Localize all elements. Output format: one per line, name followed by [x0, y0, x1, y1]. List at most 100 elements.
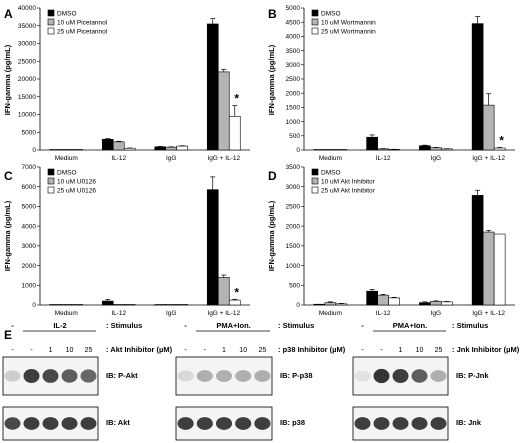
- y-tick-label: 3500: [286, 48, 301, 55]
- band-top: [42, 369, 59, 383]
- y-tick-label: 5000: [22, 129, 37, 136]
- band-top: [254, 370, 271, 382]
- x-tick-label: IgG + IL-12: [472, 155, 505, 162]
- legend-label: 25 uM Akt Inhibitor: [321, 188, 376, 195]
- legend-label: DMSO: [321, 11, 341, 18]
- y-tick-label: 35000: [18, 23, 36, 30]
- x-tick-label: Medium: [319, 310, 342, 317]
- lane-label: 10: [416, 347, 424, 354]
- lane-label: 10: [239, 347, 247, 354]
- y-tick-label: 500: [289, 282, 300, 289]
- band-top: [80, 369, 97, 383]
- inhibitor-label: : Jnk Inhibitor (µM): [452, 345, 520, 354]
- band-bottom: [235, 417, 252, 430]
- lane-label: 25: [435, 347, 443, 354]
- legend-label: 10 uM Akt Inhibitor: [321, 179, 376, 186]
- lane-label: 1: [399, 347, 403, 354]
- bar-d-s1-c2: [430, 301, 442, 306]
- bar-a-s2-c3: [228, 115, 241, 151]
- bar-d-s0-c0: [313, 303, 326, 306]
- bar-c-s0-c3: [206, 189, 219, 306]
- x-tick-label: IgG + IL-12: [472, 310, 505, 317]
- stimulus-neg: -: [11, 321, 14, 330]
- x-tick-label: Medium: [55, 155, 78, 162]
- y-tick-label: 1500: [286, 243, 301, 250]
- bar-d-s1-c0: [324, 302, 337, 306]
- band-top: [61, 369, 78, 383]
- panel-letter: E: [4, 328, 12, 342]
- bar-a-s1-c3: [217, 71, 230, 151]
- bar-c-s1-c3: [217, 277, 230, 306]
- legend-swatch: [311, 18, 319, 26]
- lane-label: 10: [66, 347, 74, 354]
- y-tick-label: 2000: [22, 263, 37, 270]
- bar-d-s1-c1: [377, 294, 389, 306]
- y-tick-label: 2000: [286, 223, 301, 230]
- y-tick-label: 2500: [286, 76, 301, 83]
- chart-panel-d: D IFN-gamma (pg/mL) 0 500 1000 1500 2000 2500 30…: [267, 164, 515, 317]
- significance-marker: *: [499, 133, 504, 147]
- legend-label: 10 uM U0126: [57, 179, 96, 186]
- band-top: [215, 370, 233, 382]
- band-top: [235, 370, 252, 382]
- legend-swatch: [47, 186, 55, 194]
- band-bottom: [4, 417, 21, 430]
- blot-label-bottom: IB: Akt: [106, 418, 130, 427]
- blot-label-bottom: IB: p38: [280, 418, 305, 427]
- band-bottom: [215, 417, 233, 430]
- band-top: [373, 368, 390, 384]
- lane-label: -: [361, 347, 364, 354]
- y-tick-label: 0: [296, 302, 300, 309]
- chart-panel-b: B IFN-gamma (pg/mL) 0 500 1000 1500 2000 2500 30…: [267, 5, 515, 162]
- legend-swatch: [47, 9, 55, 17]
- legend-swatch: [47, 18, 55, 26]
- band-top: [196, 370, 213, 382]
- band-bottom: [430, 417, 447, 430]
- bar-c-s1-c0: [60, 304, 73, 306]
- x-tick-label: IgG: [431, 155, 441, 162]
- x-tick-label: IgG + IL-12: [207, 155, 240, 162]
- legend-swatch: [311, 9, 319, 17]
- bar-a-s0-c0: [49, 149, 62, 151]
- lane-label: 1: [222, 347, 226, 354]
- legend-swatch: [47, 168, 55, 176]
- band-bottom: [177, 417, 194, 430]
- band-bottom: [373, 417, 390, 430]
- y-axis-label: IFN-gamma (pg/mL): [267, 44, 276, 115]
- blot-label-top: IB: P-Akt: [106, 371, 138, 380]
- bar-c-s2-c2: [176, 304, 189, 306]
- stimulus-pos: PMA+Ion.: [393, 321, 427, 330]
- bar-c-s2-c0: [71, 304, 84, 306]
- y-tick-label: 10000: [18, 112, 36, 119]
- legend-label: 10 uM Wortmannin: [321, 20, 376, 27]
- blot-group-3: - PMA+Ion.: Stimulus - - 1 10 25: Jnk Inhibito…: [352, 321, 520, 441]
- x-tick-label: Medium: [319, 155, 342, 162]
- band-bottom: [411, 417, 428, 430]
- x-tick-label: IL-12: [111, 155, 126, 162]
- legend-swatch: [311, 186, 319, 194]
- stimulus-neg: -: [184, 321, 187, 330]
- y-tick-label: 30000: [18, 41, 36, 48]
- bar-b-s0-c2: [419, 145, 431, 151]
- lane-label: 25: [85, 347, 93, 354]
- y-axis-label: IFN-gamma (pg/mL): [3, 44, 12, 115]
- legend-swatch: [311, 177, 319, 185]
- x-tick-label: IL-12: [376, 155, 391, 162]
- inhibitor-label: : Akt Inhibitor (µM): [106, 345, 173, 354]
- blot-group-2: - PMA+Ion.: Stimulus - - 1 10 25: p38 Inhibito…: [175, 321, 346, 441]
- stimulus-neg: -: [361, 321, 364, 330]
- blot-group-1: - IL-2: Stimulus - - 1 10 25: Akt Inhibitor (µ…: [2, 321, 173, 441]
- y-tick-label: 6000: [22, 184, 37, 191]
- band-top: [392, 368, 409, 384]
- band-top: [4, 370, 21, 382]
- band-top: [430, 370, 447, 382]
- significance-marker: *: [234, 285, 239, 299]
- y-tick-label: 3000: [286, 62, 301, 69]
- y-tick-label: 3500: [286, 164, 301, 171]
- band-bottom: [42, 417, 59, 430]
- legend-swatch: [47, 27, 55, 35]
- legend-label: 25 uM Picetannol: [57, 29, 108, 36]
- y-tick-label: 500: [289, 133, 300, 140]
- bar-a-s0-c2: [154, 146, 167, 151]
